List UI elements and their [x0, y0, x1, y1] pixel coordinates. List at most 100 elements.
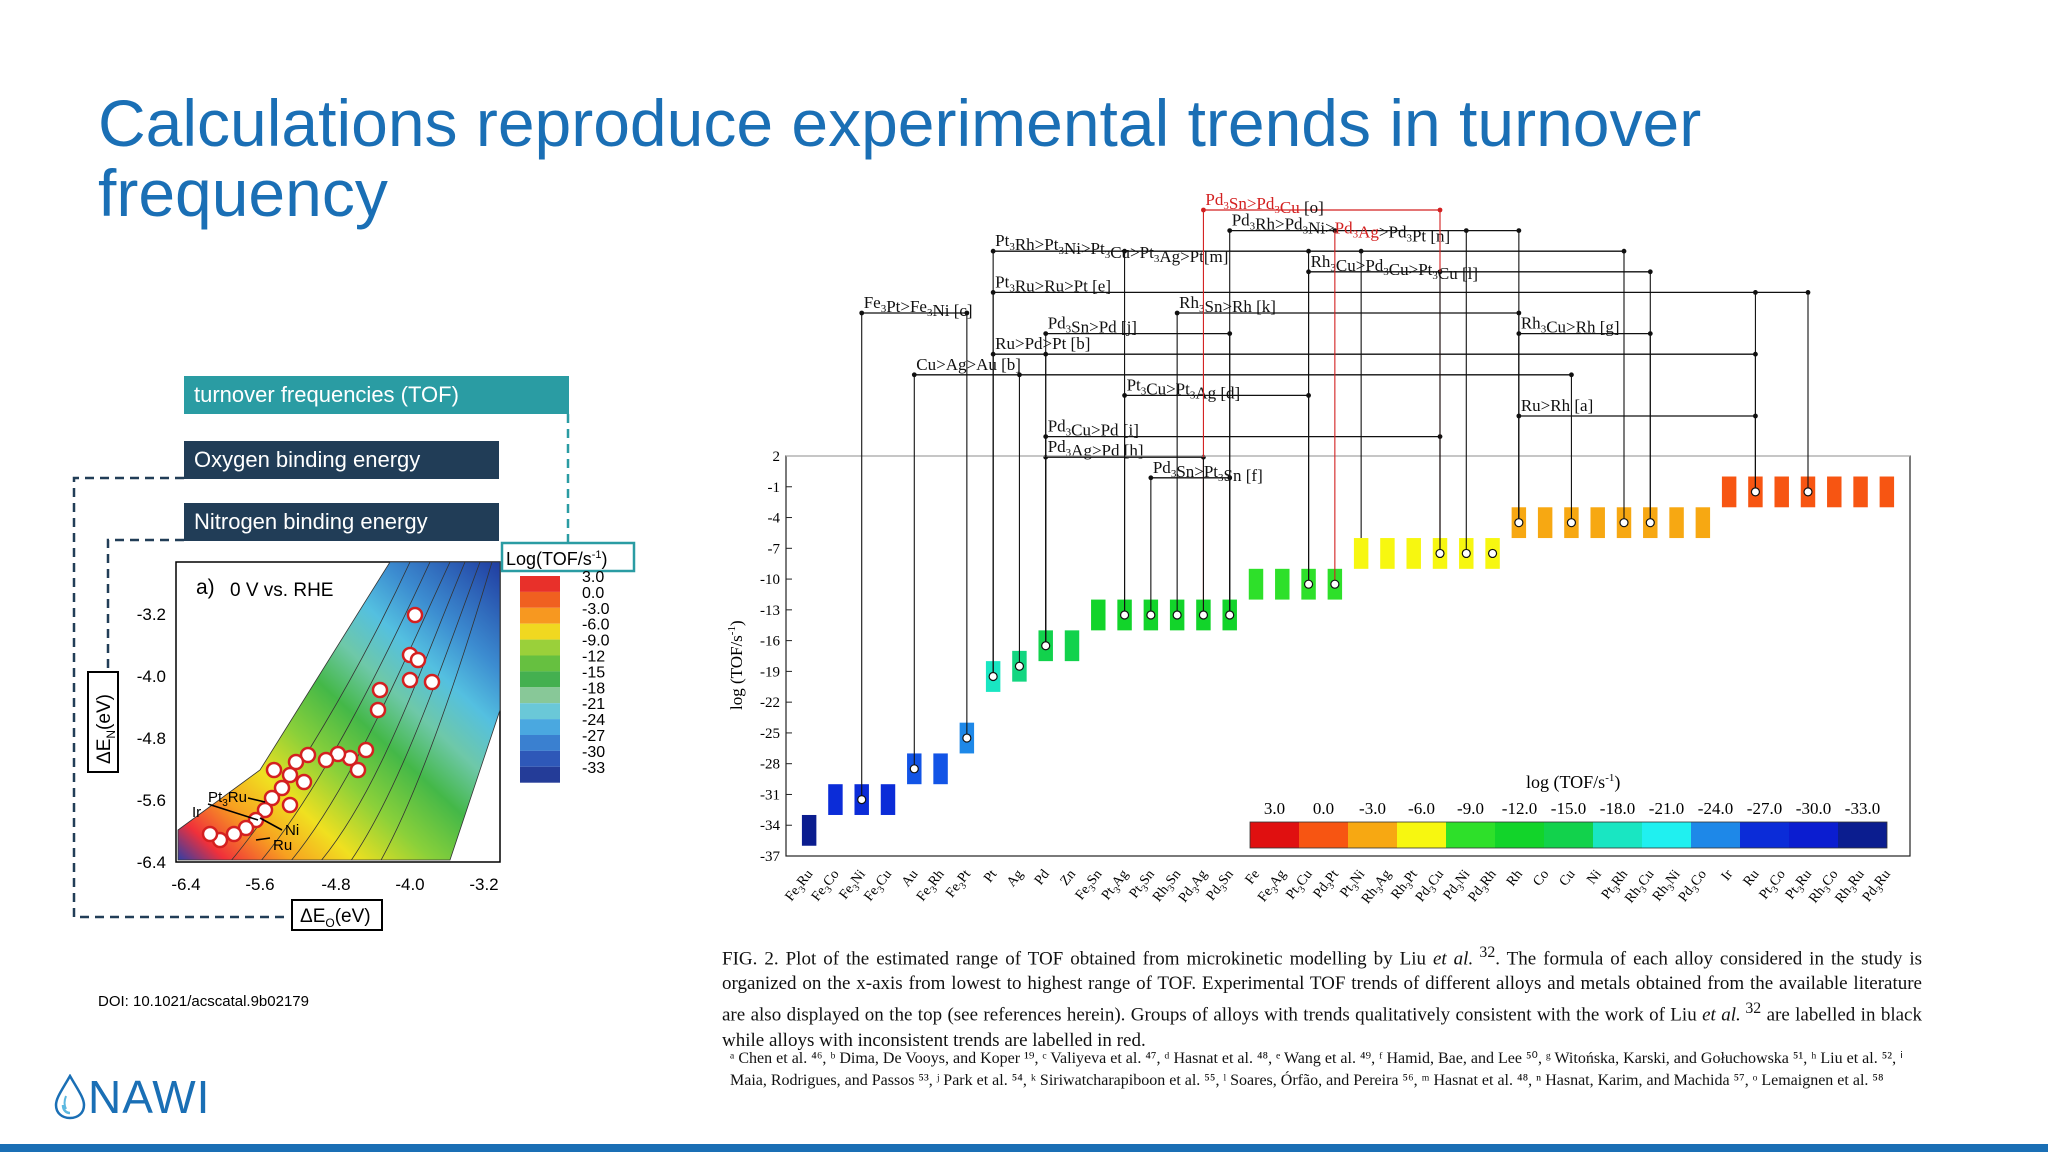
x-category-label: Au	[899, 867, 921, 890]
tof-range-bar	[1853, 476, 1868, 508]
figure-caption: FIG. 2. Plot of the estimated range of T…	[722, 940, 1922, 1053]
y-tick-label: -1	[768, 480, 781, 496]
y-axis-label: ΔEN(eV)	[94, 694, 118, 764]
legend-tick-label: -21.0	[1649, 799, 1684, 818]
trend-label: Ru>Pd>Pt [b]	[995, 334, 1090, 353]
trend-label: Pd3Sn>Pt3Sn [f]	[1153, 458, 1263, 485]
trend-label: Rh3Cu>Pd3Cu>Pt3Cu [l]	[1311, 252, 1478, 283]
trend-label: Pd3Cu>Pd [i]	[1048, 417, 1139, 440]
trend-marker	[1225, 610, 1235, 620]
trend-marker	[1514, 518, 1524, 528]
x-category-label: Pt3Sn	[1127, 867, 1161, 903]
tof-range-bar	[1537, 507, 1553, 539]
x-category-label: Pd3Pt	[1311, 867, 1345, 903]
legend-swatch	[1593, 822, 1642, 848]
annot-pt3ru: Pt3Ru	[208, 789, 247, 809]
xtick-label: -3.2	[469, 875, 498, 894]
x-category-label: Fe3Ru	[783, 867, 819, 906]
tof-range-bar	[1353, 538, 1369, 569]
legend-swatch	[1250, 822, 1299, 848]
x-category-label: Pd	[1032, 867, 1053, 888]
legend-swatch	[1495, 822, 1544, 848]
tof-range-bar	[801, 814, 817, 846]
colorbar-tick-label: -18	[582, 680, 605, 697]
ytick-label: -5.6	[137, 791, 166, 810]
y-tick-label: -31	[760, 787, 780, 803]
tof-range-bar	[1590, 507, 1605, 539]
x-category-label: Fe3Ni	[837, 867, 872, 904]
y-tick-label: -34	[760, 818, 780, 834]
experimental-points	[201, 606, 441, 849]
caption-fig-label: FIG. 2.	[722, 948, 779, 970]
colorbar-swatch	[520, 703, 560, 720]
legend-swatch	[1789, 822, 1838, 848]
legend-swatch	[1691, 822, 1740, 848]
trend-marker	[1461, 548, 1471, 559]
trend-marker	[1119, 610, 1130, 620]
ytick-label: -6.4	[137, 853, 166, 872]
colorbar-swatch	[520, 687, 560, 704]
legend-swatch	[1397, 822, 1446, 848]
x-category-label: Pd3Ru	[1860, 867, 1896, 907]
colorbar-tick-label: -3.0	[582, 601, 610, 618]
y-tick-label: -22	[760, 695, 780, 711]
nitrogen-connector	[106, 538, 184, 672]
tof-range-bar	[828, 784, 843, 815]
colorbar-swatch	[520, 639, 560, 656]
x-category-label: Rh3Cu	[1622, 867, 1659, 908]
colorbar-tick-label: 3.0	[582, 569, 604, 586]
trend-label: Pd3Sn>Pd3Cu [o]	[1205, 190, 1323, 217]
trend-label: Pt3Ru>Ru>Pt [e]	[995, 272, 1111, 295]
x-category-label: Ag	[1004, 867, 1026, 890]
trend-marker	[1619, 518, 1629, 528]
colorbar-tick-label: -33	[582, 760, 605, 777]
legend-tick-label: -27.0	[1747, 799, 1782, 818]
y-tick-label: 2	[773, 449, 781, 465]
colorbar-tick-label: -27	[582, 728, 605, 745]
nitrogen-label-box: Nitrogen binding energy	[184, 503, 499, 541]
x-category-label: Fe3Co	[809, 867, 845, 906]
trend-marker	[1041, 641, 1051, 651]
colorbar-tick-label: -30	[582, 744, 605, 761]
tof-range-bar	[1406, 538, 1421, 569]
colorbar-title: Log(TOF/s-1)	[506, 549, 607, 569]
annot-ni: Ni	[285, 822, 299, 839]
trend-marker	[1803, 487, 1813, 497]
xtick-label: -5.6	[245, 875, 274, 894]
x-category-label: Pt3Cu	[1284, 867, 1319, 904]
tof-range-bar	[1669, 507, 1684, 539]
legend-tick-label: 3.0	[1264, 799, 1285, 818]
y-tick-label: -19	[760, 664, 780, 680]
contour-colorbar	[520, 576, 560, 783]
x-category-label: Cu	[1557, 867, 1579, 889]
legend-tick-label: -33.0	[1845, 799, 1880, 818]
trend-label: Cu>Ag>Au [b]	[916, 355, 1021, 374]
caption-text: . The formula of each alloy considered i…	[722, 948, 1922, 1026]
colorbar-swatch	[520, 719, 560, 735]
colorbar-swatch	[520, 576, 560, 592]
tof-label-box: turnover frequencies (TOF)	[184, 376, 569, 414]
x-category-label: Rh3Ru	[1833, 867, 1870, 908]
condition-label: 0 V vs. RHE	[230, 580, 333, 601]
x-category-label: Rh3Ag	[1359, 867, 1397, 908]
tof-range-bar	[1879, 476, 1895, 508]
trend-label: Pt3Cu>Pt3Ag [d]	[1127, 375, 1241, 402]
trend-label: Pd3Sn>Pd [j]	[1048, 314, 1137, 337]
x-category-label: Pt	[981, 867, 1000, 886]
trend-node	[1753, 290, 1758, 295]
colorbar-tick-label: -12	[582, 649, 605, 666]
x-category-label: Fe3Pt	[943, 867, 976, 902]
tof-range-bar	[1721, 476, 1737, 508]
x-axis-label: ΔEO(eV)	[300, 906, 371, 930]
ytick-label: -4.0	[137, 667, 166, 686]
trend-marker	[962, 733, 972, 743]
legend-tick-label: -9.0	[1457, 799, 1484, 818]
trend-marker	[1645, 518, 1655, 528]
legend-swatch	[1740, 822, 1789, 848]
colorbar-swatch	[520, 623, 560, 640]
water-drop-icon	[54, 1074, 86, 1120]
xtick-label: -4.8	[321, 875, 350, 894]
trend-label: Rh3Sn>Rh [k]	[1179, 293, 1276, 316]
trend-marker	[988, 671, 998, 682]
trend-label: Pd3Rh>Pd3Ni>Pd3Ag>Pd3Pt [n]	[1232, 211, 1451, 246]
